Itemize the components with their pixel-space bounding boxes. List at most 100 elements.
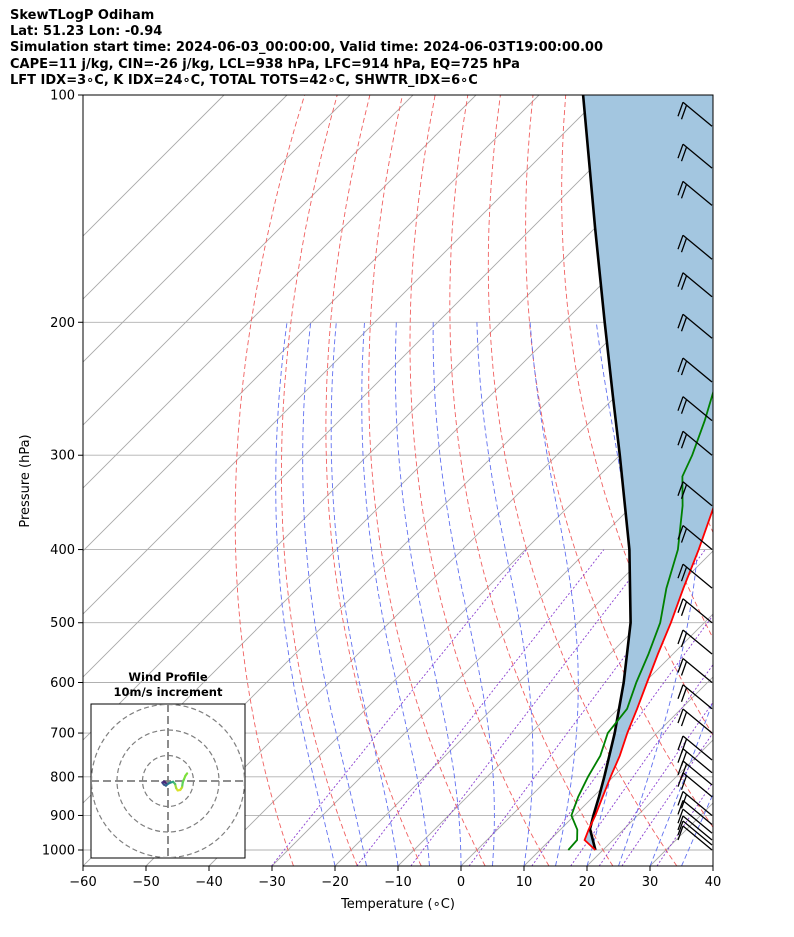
wind-barb-shaft — [682, 808, 713, 834]
wind-barb — [677, 708, 713, 734]
moist-adiabat-line — [681, 792, 713, 866]
y-tick-label: 600 — [50, 676, 75, 691]
mixing-ratio-line — [570, 663, 713, 866]
wind-barb-flag — [680, 763, 688, 779]
wind-barb-flag — [677, 525, 684, 540]
moist-adiabat-line — [712, 864, 713, 866]
x-axis-label: Temperature (∘C) — [340, 897, 455, 912]
wind-barb-flag — [680, 751, 688, 766]
wind-barb-shaft — [682, 748, 713, 774]
wind-barb-flag — [677, 314, 684, 329]
wind-barb-flag — [677, 800, 684, 815]
wind-barb-flag — [677, 234, 684, 250]
dry-adiabat-line — [449, 95, 614, 866]
wind-barb-flag — [680, 237, 688, 253]
x-tick-label: −30 — [258, 875, 285, 890]
wind-barb-flag — [677, 791, 684, 806]
wind-barb-flag — [677, 357, 684, 373]
wind-barb — [677, 598, 713, 624]
moist-adiabat-line — [649, 699, 713, 866]
wind-barb-shaft — [682, 684, 713, 710]
wind-barb-flag — [680, 687, 688, 702]
wind-barb — [677, 101, 713, 127]
wind-barb-shaft — [682, 799, 713, 825]
dry-adiabat-line — [729, 95, 794, 866]
wind-barb-shaft — [682, 234, 713, 260]
moist-adiabat-line — [586, 322, 634, 866]
temperature-profile-line — [583, 506, 713, 851]
x-tick-label: 30 — [642, 875, 659, 890]
wind-barb-flag — [677, 629, 684, 645]
wind-barb — [677, 815, 713, 841]
moist-adiabat-line — [432, 322, 495, 866]
mixing-ratio-line — [410, 549, 654, 866]
wind-barb-shaft — [682, 735, 713, 761]
wind-barb-flag — [677, 563, 684, 579]
wind-barb-flag — [677, 181, 684, 196]
moist-adiabat-line — [394, 322, 462, 866]
dry-adiabat-line — [325, 95, 422, 866]
wind-barb-flag — [680, 528, 688, 543]
wind-barb-shaft — [682, 396, 713, 422]
wind-barb-flag — [680, 317, 688, 332]
wind-barb — [677, 820, 713, 846]
y-tick-label: 800 — [50, 770, 75, 785]
x-tick-label: −10 — [384, 875, 411, 890]
wind-barb — [677, 313, 713, 339]
wind-barb-shaft — [682, 357, 713, 383]
isotherm-line — [776, 95, 794, 866]
wind-barb-flag — [677, 808, 684, 824]
wind-barb-flag — [680, 434, 688, 449]
title-location: Lat: 51.23 Lon: -0.94 — [10, 24, 163, 40]
isotherm-line — [83, 95, 540, 552]
wind-barb-shaft — [682, 825, 713, 851]
wind-barb-shaft — [682, 563, 713, 589]
wind-barb-shaft — [682, 760, 713, 786]
hodograph-trace-segment — [163, 780, 168, 785]
title-cape-indices: CAPE=11 j/kg, CIN=-26 j/kg, LCL=938 hPa,… — [10, 56, 520, 72]
wind-barb-shaft — [682, 815, 713, 841]
mixing-ratio-line — [356, 549, 605, 866]
isotherm-line — [83, 95, 225, 237]
moist-adiabat-line — [330, 322, 399, 866]
x-tick-label: −40 — [195, 875, 222, 890]
wind-barb-flag — [677, 143, 684, 159]
wind-barb-flag — [680, 601, 688, 616]
wind-barb — [677, 563, 713, 589]
isotherm-line — [83, 95, 351, 363]
isotherm-line — [334, 487, 713, 866]
wind-barb-flag — [680, 632, 688, 648]
isotherm-line — [523, 676, 713, 866]
isotherm-line — [83, 95, 603, 615]
wind-barb — [677, 808, 713, 834]
wind-barb — [677, 481, 713, 507]
wind-barb-flag — [677, 102, 684, 117]
wind-barb-flag — [680, 711, 688, 727]
wind-barb — [677, 825, 713, 851]
wind-barb-flag — [677, 708, 684, 724]
wind-barb-flag — [677, 825, 684, 841]
isotherm-line — [145, 298, 713, 866]
wind-barb-shaft — [682, 658, 713, 684]
wind-barb-flag — [680, 360, 688, 376]
hodograph-speed-ring — [91, 704, 245, 858]
dry-adiabat-line — [234, 95, 306, 866]
dewpoint-profile-line — [567, 389, 713, 851]
x-tick-label: −20 — [321, 875, 348, 890]
y-tick-label: 300 — [50, 449, 75, 464]
isotherm-line — [712, 865, 713, 866]
wind-barb-shaft — [682, 481, 713, 507]
wind-barb-shaft — [682, 772, 713, 798]
wind-barb-flag — [680, 661, 688, 676]
x-tick-label: −60 — [69, 875, 96, 890]
x-tick-label: 10 — [516, 875, 533, 890]
wind-barb-flag — [680, 275, 688, 290]
y-tick-label: 700 — [50, 727, 75, 742]
wind-barb-shaft — [682, 272, 713, 298]
isotherm-line — [460, 613, 713, 866]
title-stability-indices: LFT IDX=3∘C, K IDX=24∘C, TOTAL TOTS=42∘C… — [10, 72, 478, 88]
parcel-profile-line — [581, 95, 632, 851]
wind-barb — [677, 272, 713, 298]
wind-barb — [677, 684, 713, 710]
wind-barb-flag — [677, 820, 684, 836]
